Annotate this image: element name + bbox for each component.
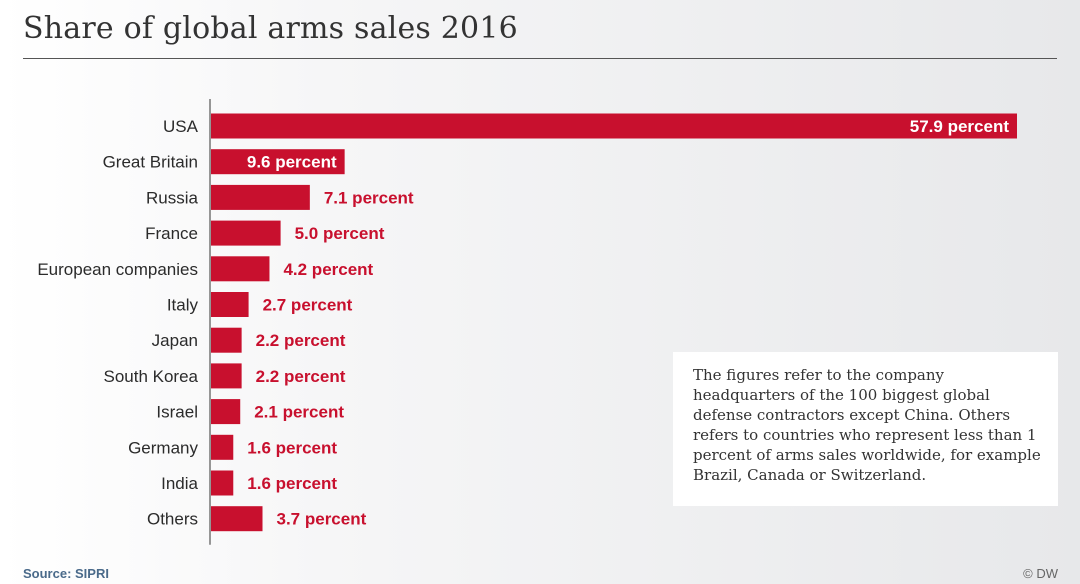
category-label: France (145, 224, 198, 243)
source-label: Source: SIPRI (23, 566, 109, 581)
bar (211, 113, 1017, 139)
bar (211, 363, 242, 389)
category-label: Great Britain (103, 153, 198, 172)
value-label: 4.2 percent (283, 260, 373, 279)
bar (211, 149, 345, 175)
category-label: Germany (128, 438, 198, 457)
bar (211, 327, 242, 353)
bar (211, 399, 241, 425)
bar (211, 470, 234, 496)
title-divider (23, 58, 1057, 59)
value-label: 2.7 percent (263, 296, 353, 315)
bar (211, 256, 270, 282)
bar (211, 506, 263, 532)
category-label: Italy (167, 296, 199, 315)
value-label: 1.6 percent (247, 474, 337, 493)
category-label: South Korea (103, 367, 198, 386)
chart-title: Share of global arms sales 2016 (23, 11, 518, 46)
category-label: USA (163, 117, 199, 136)
value-label: 2.2 percent (256, 331, 346, 350)
category-label: Others (147, 510, 198, 529)
note-text: The figures refer to the company headqua… (693, 366, 1041, 484)
value-label: 1.6 percent (247, 438, 337, 457)
bar (211, 434, 234, 460)
category-label: Russia (146, 188, 199, 207)
category-label: India (161, 474, 198, 493)
note-box: The figures refer to the company headqua… (673, 352, 1058, 506)
value-label: 3.7 percent (277, 510, 367, 529)
value-label: 2.2 percent (256, 367, 346, 386)
bar (211, 292, 249, 317)
value-label: 5.0 percent (295, 224, 385, 243)
dw-credit: © DW (1023, 566, 1058, 581)
value-label: 7.1 percent (324, 188, 414, 207)
value-label: 57.9 percent (910, 117, 1010, 136)
category-label: European companies (37, 260, 198, 279)
bar (211, 184, 310, 210)
value-label: 2.1 percent (254, 403, 344, 422)
category-label: Israel (156, 403, 198, 422)
value-label: 9.6 percent (247, 153, 337, 172)
category-label: Japan (152, 331, 198, 350)
bar (211, 220, 281, 246)
